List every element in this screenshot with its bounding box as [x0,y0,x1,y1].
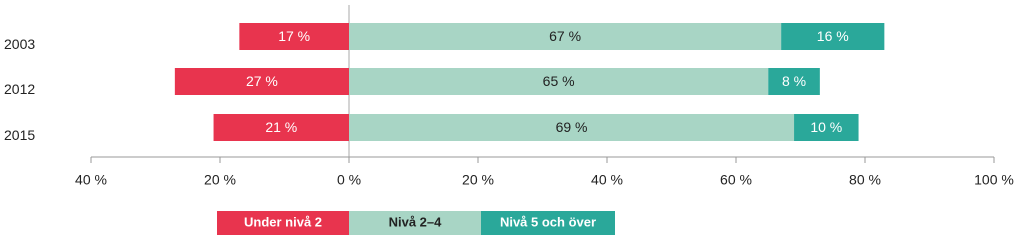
category-label: 2003 [4,36,35,52]
value-label: 17 % [278,28,310,44]
bar-segment [349,114,795,141]
bar-segment [239,23,349,50]
x-tick-label: 40 % [591,172,623,188]
value-label: 8 % [782,73,806,89]
value-label: 10 % [810,119,842,135]
x-tick-label: 60 % [720,172,752,188]
legend-label: Nivå 5 och över [500,214,596,229]
x-tick-label: 20 % [204,172,236,188]
x-tick-label: 80 % [849,172,881,188]
x-tick-label: 100 % [974,172,1014,188]
value-label: 65 % [543,73,575,89]
bar-segment [781,23,885,50]
value-label: 67 % [549,28,581,44]
legend-swatch [349,211,481,235]
bar-segment [768,68,820,95]
legend-label: Under nivå 2 [244,214,322,229]
bar-segment [174,68,349,95]
bar-segment [794,114,859,141]
x-tick-label: 40 % [75,172,107,188]
value-label: 21 % [265,119,297,135]
bar-segment [349,68,769,95]
bar-segment [213,114,349,141]
x-tick-label: 20 % [462,172,494,188]
category-label: 2015 [4,127,35,143]
value-label: 16 % [817,28,849,44]
x-tick-label: 0 % [337,172,361,188]
legend-swatch [217,211,349,235]
value-label: 27 % [246,73,278,89]
bar-segment [349,23,782,50]
legend-label: Nivå 2–4 [389,214,443,229]
legend-swatch [481,211,615,235]
category-label: 2012 [4,81,35,97]
value-label: 69 % [556,119,588,135]
